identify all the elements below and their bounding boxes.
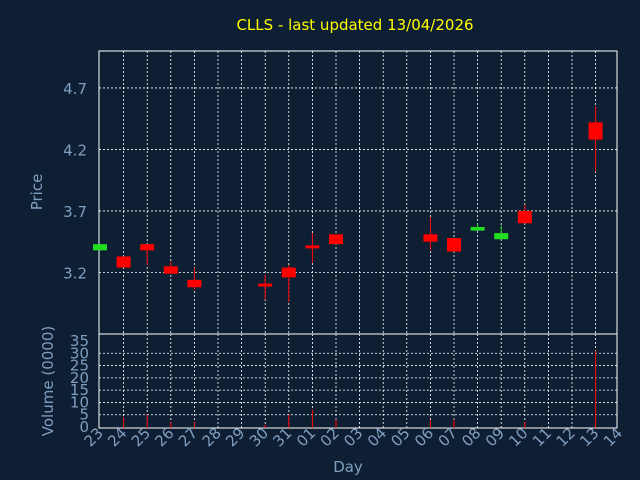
candle-body-down xyxy=(517,210,532,224)
volume-tick-label: 20 xyxy=(70,369,89,387)
volume-tick-label: 15 xyxy=(70,381,89,399)
volume-axis-label: Volume (0000) xyxy=(39,326,57,436)
volume-tick-label: 5 xyxy=(79,406,89,424)
candle-body-down xyxy=(140,244,155,251)
volume-tick-label: 35 xyxy=(70,332,89,350)
candle-body-down xyxy=(447,238,461,252)
price-panel: 3.2 3.7 4.2 4.7 xyxy=(63,50,618,335)
volume-tick-label: 30 xyxy=(70,344,89,362)
candle-body-up xyxy=(93,244,107,251)
price-tick-label: 4.7 xyxy=(63,80,87,98)
chart-title: CLLS - last updated 13/04/2026 xyxy=(236,16,473,34)
candle-body-down xyxy=(187,279,202,288)
x-axis: 2324252627282930310102030405060708091011… xyxy=(81,424,626,450)
price-tick-label: 4.2 xyxy=(63,141,87,159)
price-axis-label: Price xyxy=(28,174,46,211)
candle-body-down xyxy=(329,234,343,245)
candle-body-down xyxy=(163,266,178,274)
candle-body-up xyxy=(494,233,509,240)
price-tick-label: 3.2 xyxy=(63,264,87,282)
candle-body-down xyxy=(588,122,603,140)
volume-tick-label: 10 xyxy=(70,393,89,411)
candle-body-down xyxy=(116,256,131,268)
volume-tick-label: 25 xyxy=(70,357,89,375)
candle-body-down xyxy=(281,267,296,278)
candle-body-down xyxy=(258,283,273,287)
candle-body-up xyxy=(470,226,485,231)
x-axis-label: Day xyxy=(333,458,363,476)
candle-body-down xyxy=(305,245,320,249)
volume-tick-label: 0 xyxy=(79,418,89,436)
candle-body-down xyxy=(423,234,438,242)
volume-panel-frame xyxy=(98,333,618,429)
price-tick-label: 3.7 xyxy=(63,203,87,221)
